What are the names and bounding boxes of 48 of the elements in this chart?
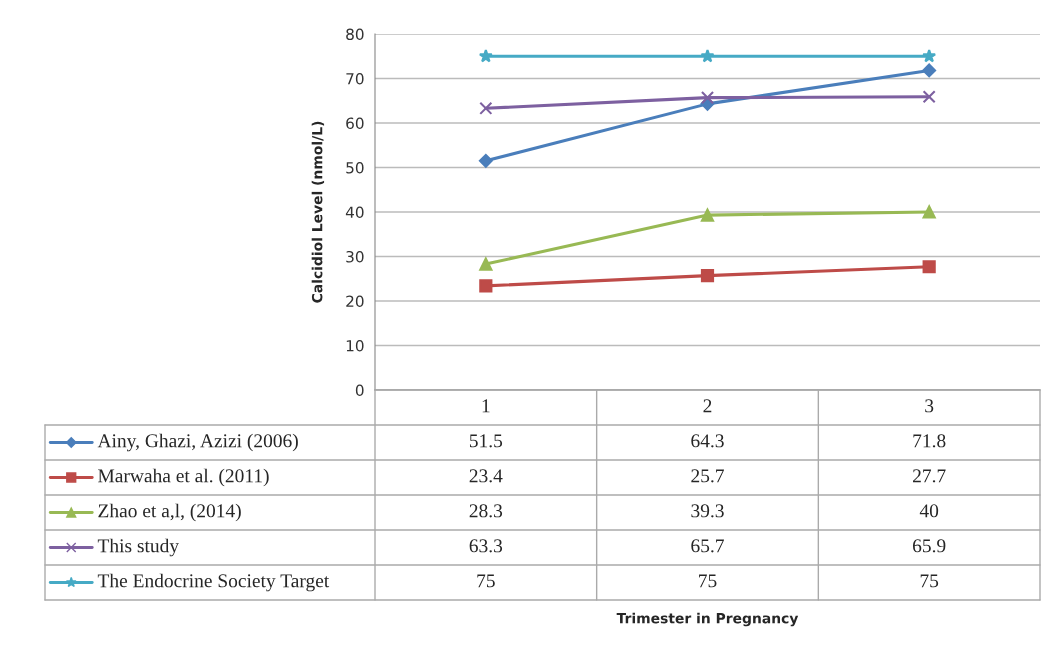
point	[700, 48, 715, 63]
data-label: 65.9	[912, 539, 946, 553]
data-label: 23.4	[469, 469, 503, 483]
text: Trimester in Pregnancy	[616, 612, 799, 627]
point	[922, 260, 936, 274]
x-tick-label: 1	[482, 399, 490, 413]
y-tick-label: 20	[346, 295, 364, 308]
point	[922, 205, 936, 219]
y-tick-label: 40	[345, 206, 364, 219]
y-tick-label: 60	[346, 117, 364, 130]
point	[922, 48, 937, 63]
y-tick-label: 0	[355, 384, 364, 397]
point	[479, 279, 493, 293]
point	[700, 269, 715, 283]
data-label: 75	[477, 574, 495, 588]
point	[922, 63, 937, 78]
legend-label: This study	[97, 538, 179, 557]
data-label: 71.8	[913, 434, 946, 448]
point	[700, 91, 715, 105]
y-tick-label: 80	[346, 28, 364, 41]
data-label: 28.3	[469, 504, 503, 518]
data-label: 51.5	[469, 434, 503, 448]
point	[479, 101, 493, 115]
data-label: 39.3	[691, 504, 724, 518]
x-tick-label: 3	[925, 399, 934, 413]
point	[922, 90, 936, 104]
point	[478, 48, 493, 63]
legend-label: Ainy, Ghazi, Azizi (2006)	[97, 433, 298, 452]
data-label: 64.3	[691, 434, 724, 448]
legend-label: Zhao et a,l, (2014)	[98, 503, 241, 522]
data-label: 75	[920, 574, 939, 588]
y-tick-label: 30	[346, 250, 364, 263]
y-tick-label: 10	[346, 339, 364, 352]
point	[478, 153, 493, 168]
x-tick-label: 2	[703, 399, 712, 413]
y-tick-label: 70	[346, 72, 364, 85]
data-label: 63.3	[469, 539, 503, 553]
point	[479, 257, 493, 271]
data-label: 65.7	[691, 539, 724, 553]
data-label: 40	[919, 504, 939, 518]
data-label: 75	[699, 574, 717, 588]
data-label: 25.7	[691, 469, 724, 483]
y-tick-label: 50	[346, 161, 364, 174]
legend-label: Marwaha et al. (2011)	[98, 468, 269, 487]
point	[700, 208, 715, 222]
y-axis-title: Calcidiol Level (nmol/L)	[311, 121, 325, 303]
legend-label: The Endocrine Society Target	[97, 573, 330, 592]
data-label: 27.7	[913, 469, 946, 483]
